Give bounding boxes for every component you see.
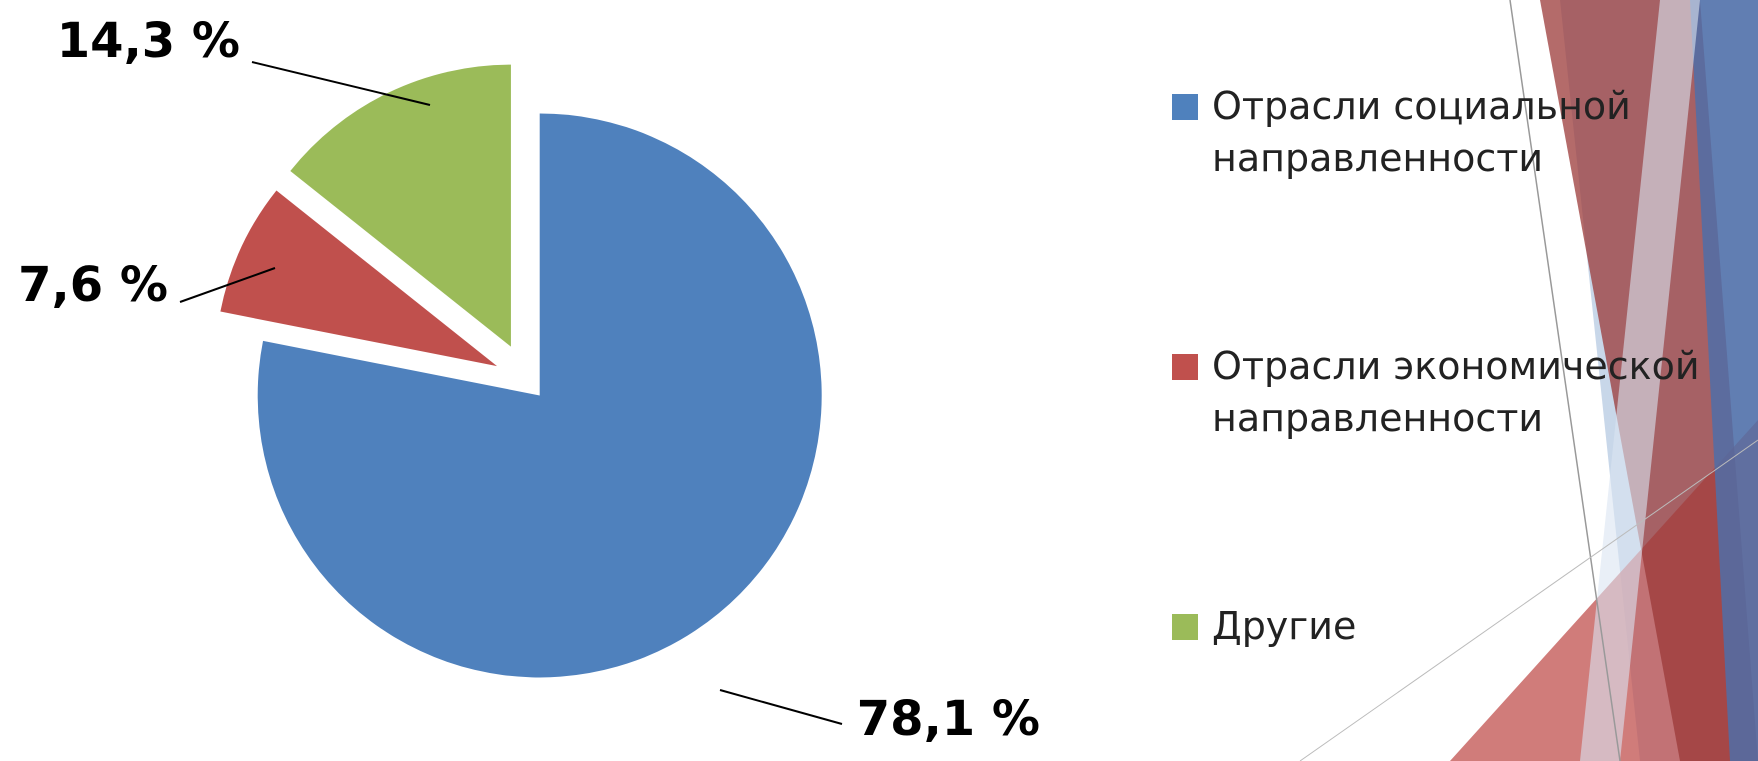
leader-line [719,689,843,725]
data-label: 78,1 % [857,691,1040,747]
legend-entry: Отрасли экономической направленности [1172,340,1732,444]
leader-line [179,267,276,303]
legend-label: Отрасли экономической направленности [1212,344,1700,440]
legend-entry: Отрасли социальной направленности [1172,80,1732,184]
legend-swatch [1172,354,1198,380]
legend-label: Другие [1212,604,1357,648]
legend-swatch [1172,94,1198,120]
pie-slice [220,190,498,367]
decoration [1299,0,1758,761]
legend-label: Отрасли социальной направленности [1212,84,1631,180]
data-label: 14,3 % [57,13,240,69]
data-label: 7,6 % [18,257,168,313]
legend-entry: Другие [1172,600,1732,652]
leader-line [251,61,431,106]
pie-slice [290,64,511,347]
pie-slice [257,113,822,678]
legend-swatch [1172,614,1198,640]
